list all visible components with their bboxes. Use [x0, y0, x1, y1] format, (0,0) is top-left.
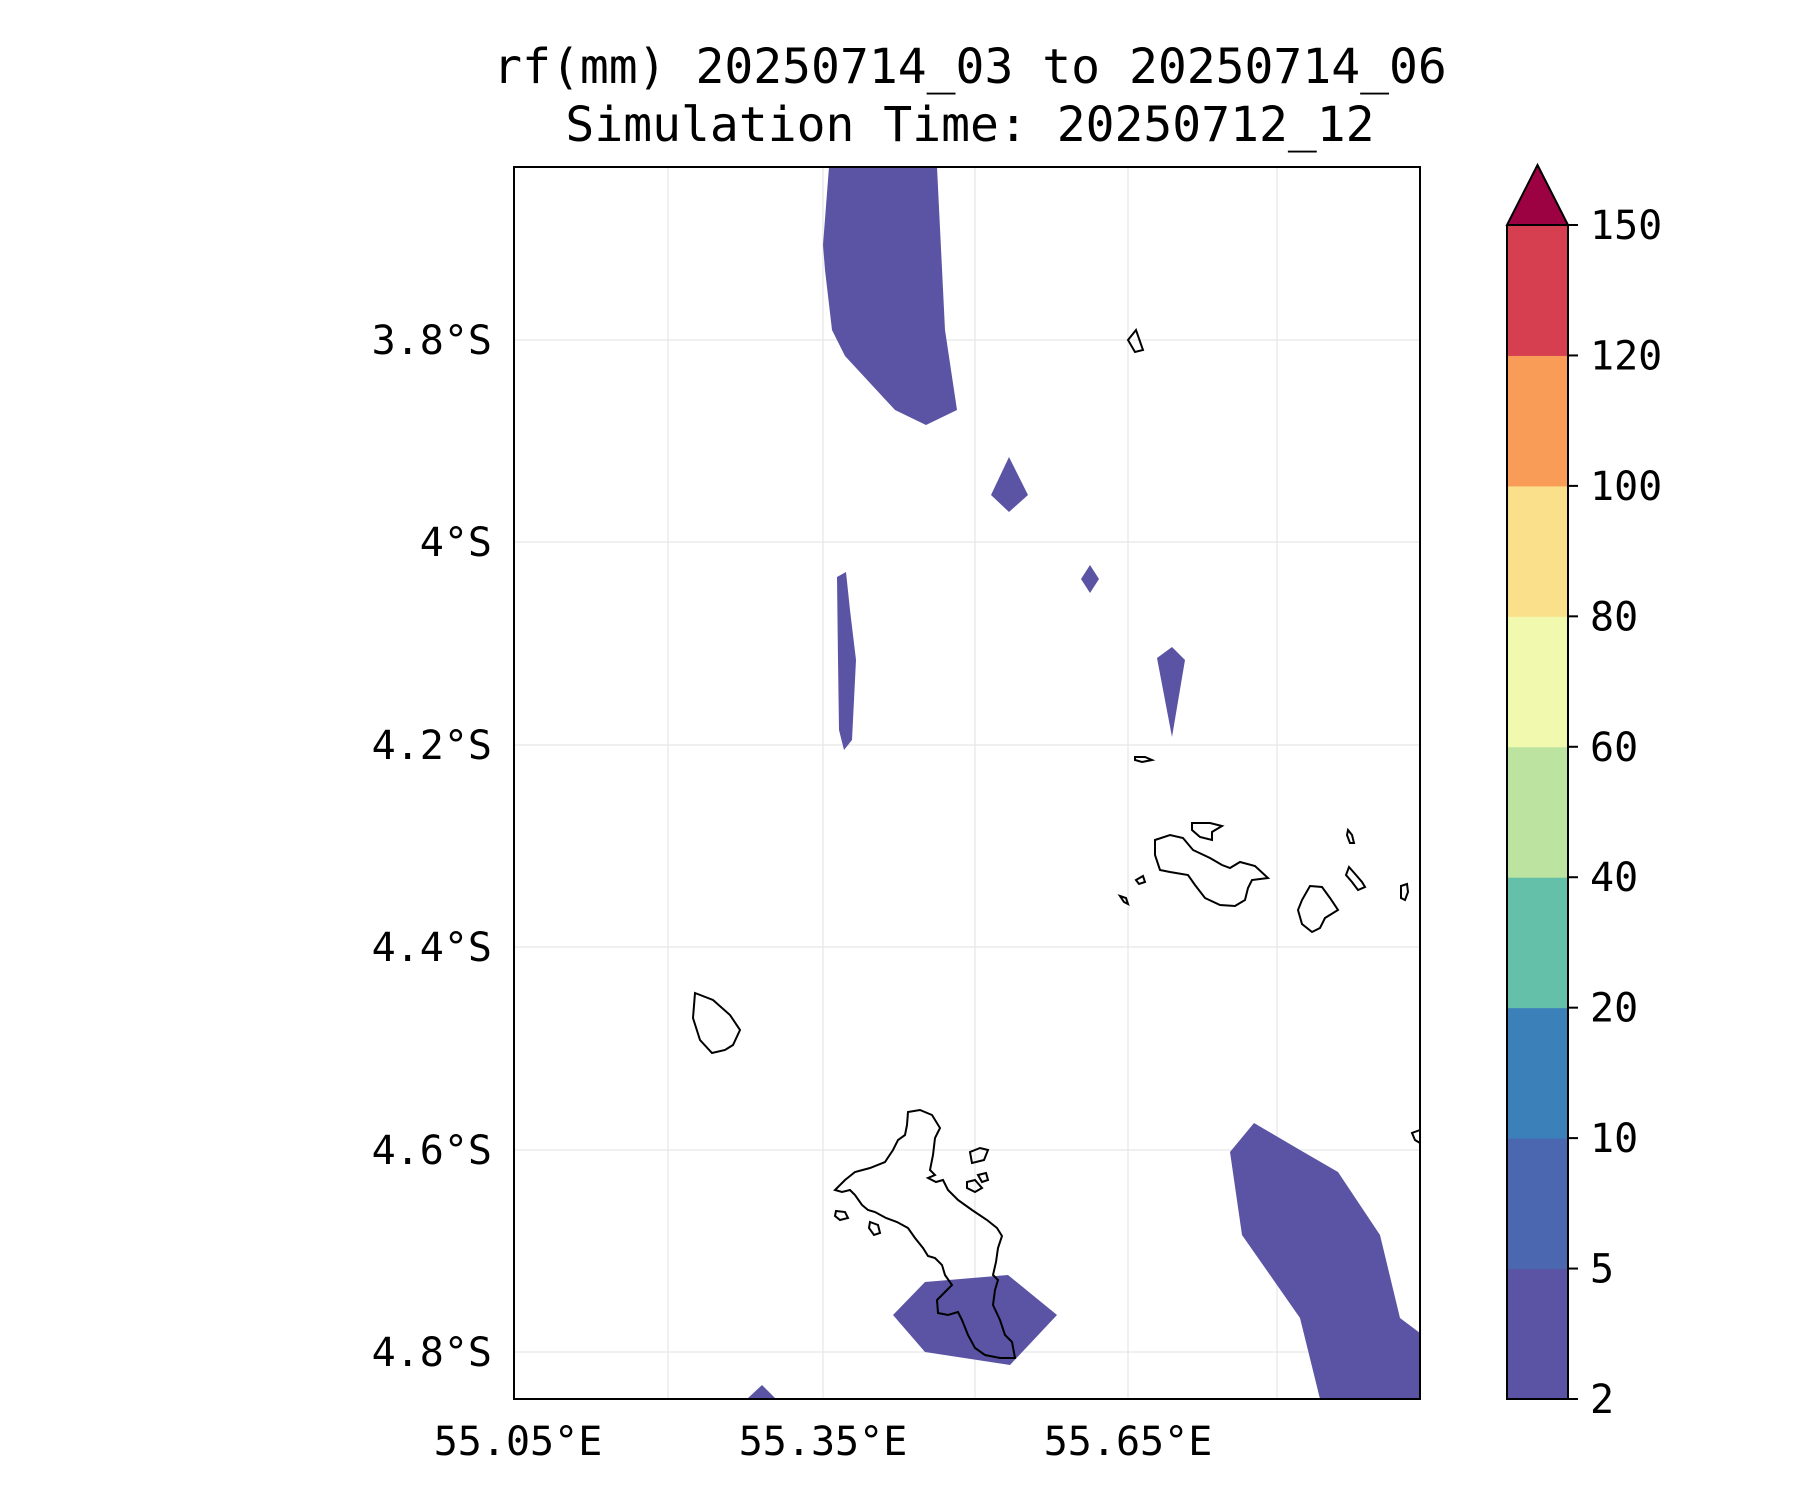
- rainfall-shading: [747, 167, 1420, 1399]
- rain-area: [1230, 1123, 1420, 1399]
- latitude-labels: 3.8°S 4°S 4.2°S 4.4°S 4.6°S 4.8°S: [372, 318, 492, 1376]
- rain-area: [747, 1385, 776, 1399]
- colorbar-segment: [1507, 355, 1568, 487]
- rain-area: [1081, 565, 1099, 593]
- title-line-1: rf(mm) 20250714_03 to 20250714_06: [493, 39, 1447, 95]
- colorbar-extend-arrow: [1505, 162, 1570, 226]
- colorbar-tick-label: 20: [1590, 986, 1638, 1032]
- coastline-islet: [1400, 882, 1410, 902]
- coastline-islet: [1134, 756, 1156, 764]
- coastline-islet: [976, 1171, 990, 1184]
- colorbar-segment: [1507, 1007, 1568, 1139]
- lon-tick-label: 55.65°E: [1044, 1419, 1213, 1465]
- colorbar-tick-label: 80: [1590, 594, 1638, 640]
- coastline-islet: [1344, 865, 1367, 892]
- map-frame: [513, 166, 1421, 1400]
- coastline-praslin: [1154, 833, 1271, 908]
- lon-tick-label: 55.05°E: [434, 1419, 603, 1465]
- coastline-islet: [966, 1178, 984, 1194]
- coastline-silhouette: [691, 991, 742, 1055]
- lat-tick-label: 4°S: [420, 520, 492, 566]
- lat-tick-label: 4.4°S: [372, 925, 492, 971]
- colorbar-tick-label: 10: [1590, 1116, 1638, 1162]
- rain-area: [823, 167, 957, 425]
- rain-area: [991, 457, 1028, 512]
- coastline-islet: [867, 1220, 882, 1237]
- colorbar-tick-label: 5: [1590, 1247, 1614, 1293]
- lat-tick-label: 4.2°S: [372, 723, 492, 769]
- colorbar-segment: [1507, 1268, 1568, 1400]
- colorbar-segment: [1507, 746, 1568, 878]
- colorbar-tick-label: 2: [1590, 1377, 1614, 1423]
- coastline-islet: [1134, 874, 1147, 886]
- colorbar-segment: [1507, 1138, 1568, 1270]
- rain-area: [1157, 647, 1185, 737]
- colorbar-tick-label: 100: [1590, 464, 1662, 510]
- colorbar-tick-label: 40: [1590, 855, 1638, 901]
- coastline-islet: [1345, 827, 1356, 844]
- coastline-aride: [1126, 327, 1145, 354]
- lon-tick-label: 55.35°E: [739, 1419, 908, 1465]
- colorbar-segment: [1507, 877, 1568, 1009]
- colorbar-segment: [1507, 225, 1568, 356]
- coastline-islet: [833, 1209, 850, 1222]
- coastline-curieuse: [1191, 822, 1225, 842]
- coastline-frigate: [1410, 1129, 1421, 1144]
- coastline-islet: [968, 1146, 990, 1165]
- title-line-2: Simulation Time: 20250712_12: [565, 97, 1375, 153]
- colorbar-segment: [1507, 485, 1568, 617]
- rain-area: [837, 572, 856, 750]
- colorbar-outline: [1506, 225, 1569, 1400]
- longitude-labels: 55.05°E 55.35°E 55.65°E: [434, 1419, 1213, 1465]
- colorbar-segment: [1507, 616, 1568, 748]
- coastline-la-digue: [1296, 884, 1340, 934]
- lat-tick-label: 3.8°S: [372, 318, 492, 364]
- colorbar: 2 5 10 20 40 60 80 100 120 150: [1505, 162, 1662, 1423]
- colorbar-tick-label: 60: [1590, 725, 1638, 771]
- coastline-mahe: [833, 1108, 1017, 1359]
- coastline-islet: [1117, 894, 1130, 906]
- rain-area: [893, 1275, 1057, 1365]
- lat-tick-label: 4.6°S: [372, 1128, 492, 1174]
- lat-tick-label: 4.8°S: [372, 1330, 492, 1376]
- colorbar-tick-label: 150: [1590, 203, 1662, 249]
- colorbar-tick-label: 120: [1590, 333, 1662, 379]
- coastlines: [691, 327, 1421, 1359]
- map-title: rf(mm) 20250714_03 to 20250714_06 Simula…: [0, 38, 1800, 154]
